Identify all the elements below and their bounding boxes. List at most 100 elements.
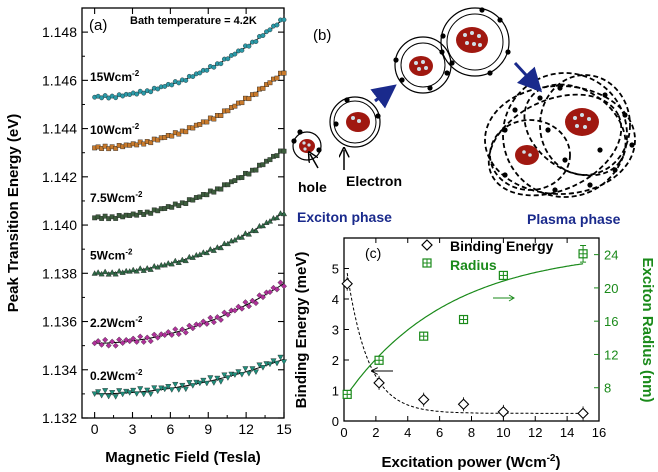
panel-a-data-point: [165, 329, 172, 336]
panel-a-data-point: [102, 143, 108, 149]
panel-a-data-point: [274, 22, 280, 28]
panel-a-data-point: [217, 316, 224, 323]
panel-a-data-point: [214, 314, 221, 321]
panel-a-x-axis-label: Magnetic Field (Tesla): [105, 449, 261, 466]
series-label-exp: -2: [135, 368, 143, 377]
panel-a-data-point: [210, 319, 217, 326]
panel-a-data-point: [245, 371, 252, 377]
panel-a-x-tick-label: 9: [204, 421, 212, 437]
panel-a-data-point: [183, 201, 189, 206]
panel-a-annotation: Bath temperature = 4.2K: [130, 15, 257, 27]
binding-energy-point: [457, 398, 470, 411]
panel-a-data-point: [165, 260, 172, 266]
panel-a-data-point: [134, 91, 140, 97]
series-label-text: 10Wcm: [90, 123, 132, 137]
panel-a-data-point: [280, 359, 288, 365]
panel-a-data-point: [274, 286, 280, 293]
panel-a-data-point: [176, 131, 182, 137]
panel-c-x-tick-label: 10: [496, 425, 510, 440]
exciton-phase-label: Exciton phase: [297, 209, 392, 225]
panel-a-data-point: [182, 257, 189, 264]
panel-a-data-point: [196, 380, 203, 387]
panel-a-data-point: [148, 89, 154, 95]
panel-a-data-point: [238, 234, 245, 240]
panel-a-data-point: [126, 338, 133, 345]
panel-a-data-point: [102, 213, 108, 219]
panel-a-data-point: [116, 388, 123, 394]
x-axis-label-text: Excitation power (Wcm: [382, 454, 547, 471]
panel-a-data-point: [260, 33, 266, 38]
panel-a-data-point: [130, 387, 137, 394]
panel-c-legend: Binding Energy Radius: [421, 238, 554, 273]
panel-a-series-4: [91, 279, 287, 349]
panel-a-data-point: [193, 321, 200, 328]
panel-a-data-point: [281, 17, 287, 23]
series-label-exp: -2: [132, 122, 140, 131]
radius-point: [374, 355, 384, 365]
panel-a-data-point: [232, 178, 238, 184]
panel-a-data-point: [242, 299, 249, 306]
panel-a-data-point: [189, 325, 196, 332]
electron-label: Electron: [346, 173, 402, 189]
panel-c-x-tick-label: 16: [592, 425, 606, 440]
panel-a-data-point: [207, 375, 214, 381]
series-label-exp: -2: [135, 190, 143, 199]
radius-point: [578, 244, 588, 263]
panel-a-data-point: [259, 294, 266, 301]
panel-a-data-point: [95, 269, 102, 275]
panel-a-data-point: [231, 307, 238, 314]
panel-a-data-point: [151, 385, 158, 391]
binding-energy-point: [341, 277, 353, 290]
panel-a-data-point: [172, 326, 179, 333]
panel-a-data-point: [277, 210, 284, 216]
panel-a-data-point: [179, 256, 186, 263]
panel-a-data-point: [154, 388, 161, 395]
panel-a-data-point: [116, 336, 123, 343]
panel-a-data-point: [273, 214, 281, 221]
panel-b-label: (b): [313, 27, 331, 44]
panel-a-data-point: [203, 380, 210, 387]
series-label-exp: -2: [132, 69, 140, 78]
panel-a-data-point: [253, 91, 259, 97]
panel-a-data-point: [214, 375, 221, 382]
series-label-text: 0.2Wcm: [90, 369, 135, 383]
panel-a-data-point: [98, 393, 105, 399]
panel-a-data-point: [175, 259, 182, 265]
panel-a-data-point: [266, 289, 273, 296]
panel-a-data-point: [179, 326, 186, 333]
panel-a-data-point: [141, 90, 147, 96]
panel-a-data-point: [186, 253, 193, 260]
panel-a-data-point: [109, 338, 116, 345]
panel-a-series-label: 2.2Wcm-2: [90, 315, 143, 330]
panel-a-data-point: [161, 332, 168, 339]
panel-a-data-point: [133, 267, 140, 274]
panel-a-data-point: [147, 338, 154, 345]
panel-a-data-point: [253, 167, 259, 173]
plasma-phase-label: Plasma phase: [527, 211, 621, 227]
panel-c-series: [341, 244, 589, 421]
panel-a-series-label: 5Wcm-2: [90, 247, 133, 262]
panel-a-data-point: [252, 227, 259, 234]
panel-a-fit-line: [94, 283, 285, 344]
panel-a-data-point: [137, 386, 144, 392]
panel-c-label: (c): [365, 245, 381, 261]
panel-a-data-point: [267, 80, 273, 86]
panel-c-y2-tick-label: 24: [604, 248, 618, 263]
panel-a-data-point: [197, 70, 203, 76]
panel-a-data-point: [253, 39, 259, 44]
panel-a-data-point: [144, 387, 151, 394]
panel-a-data-point: [266, 361, 274, 368]
panel-a-data-point: [133, 338, 140, 345]
panel-a-data-point: [179, 382, 186, 389]
panel-a-series-labels: 15Wcm-210Wcm-27.5Wcm-25Wcm-22.2Wcm-20.2W…: [90, 69, 143, 383]
panel-a-data-point: [133, 391, 140, 397]
panel-a-data-point: [245, 303, 252, 310]
panel-a-data-point: [210, 247, 217, 253]
panel-a-data-point: [134, 212, 140, 218]
panel-a-series-label: 15Wcm-2: [90, 69, 140, 84]
panel-a-data-point: [235, 303, 242, 310]
panel-a-data-point: [119, 340, 126, 346]
panel-a-data-point: [130, 266, 137, 273]
panel-a-data-point: [112, 394, 119, 400]
series-label-text: 2.2Wcm: [90, 316, 135, 330]
